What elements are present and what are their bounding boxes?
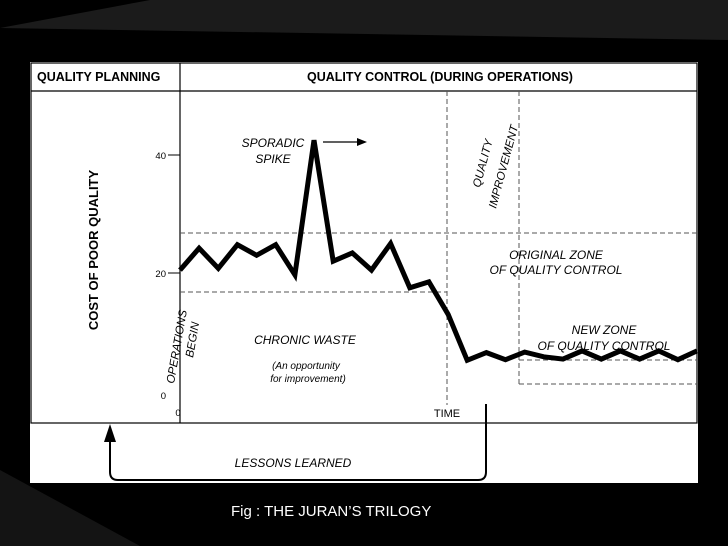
sporadic-label-2: SPIKE [255,152,291,166]
x-tick-label-0: 0 [175,408,180,419]
x-axis-label: TIME [434,408,460,420]
planning-header: QUALITY PLANNING [37,70,160,84]
cost-of-poor-quality-line [178,139,699,364]
y-tick-label-0: 0 [161,391,166,402]
lessons-learned-label: LESSONS LEARNED [235,456,352,470]
control-header: QUALITY CONTROL (DURING OPERATIONS) [307,70,573,84]
sporadic-arrow [323,138,367,146]
lessons-learned-loop [109,404,487,481]
new-zone-label-1: NEW ZONE [572,323,638,337]
new-zone-bounds [519,359,697,385]
y-axis-label: COST OF POOR QUALITY [86,170,101,331]
opportunity-label-1: (An opportunity [272,361,341,372]
y-tick-label-20: 20 [155,269,166,280]
figure-panel [30,62,698,483]
original-zone-label-2: OF QUALITY CONTROL [490,263,623,277]
original-zone-bounds [180,232,697,293]
opportunity-label-2: for improvement) [270,374,346,385]
figure-caption: Fig : THE JURAN’S TRILOGY [231,503,432,520]
sporadic-label-1: SPORADIC [242,136,305,150]
improvement-period-bounds [446,91,520,405]
lessons-learned-arrowhead [104,424,116,442]
original-zone-label-1: ORIGINAL ZONE [509,248,604,262]
chart-frame [30,62,698,424]
chronic-waste-label: CHRONIC WASTE [254,333,357,347]
new-zone-label-2: OF QUALITY CONTROL [538,339,671,353]
y-tick-label-40: 40 [155,151,166,162]
